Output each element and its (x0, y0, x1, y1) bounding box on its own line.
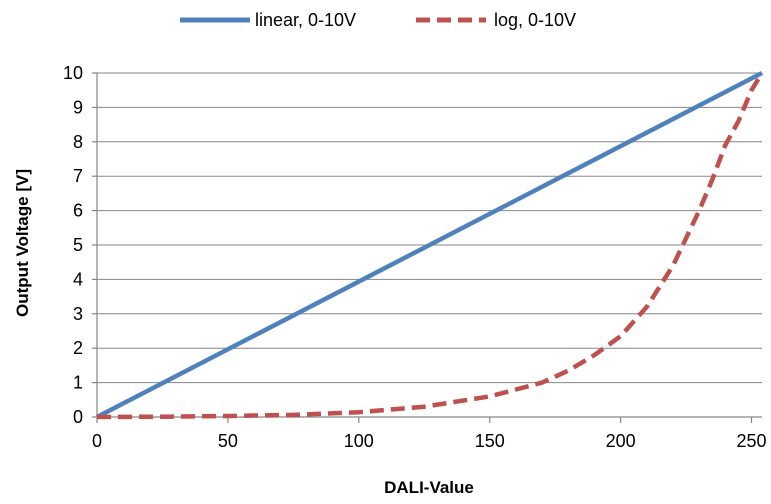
y-tick-label: 10 (63, 63, 83, 83)
x-axis-title: DALI-Value (384, 478, 474, 497)
legend-item-linear: linear, 0-10V (180, 10, 356, 30)
legend-label-linear: linear, 0-10V (255, 10, 356, 30)
y-tick-label: 7 (73, 166, 83, 186)
plot-area (95, 71, 764, 420)
x-tick-label: 150 (475, 431, 505, 451)
legend-label-log: log, 0-10V (494, 10, 576, 30)
gridlines (97, 72, 762, 384)
legend: linear, 0-10V log, 0-10V (180, 10, 576, 30)
x-tick-label: 100 (344, 431, 374, 451)
x-tick-label: 50 (218, 431, 238, 451)
y-tick-label: 6 (73, 201, 83, 221)
y-tick-label: 0 (73, 407, 83, 427)
y-tick-label: 8 (73, 132, 83, 152)
y-tick-label: 9 (73, 97, 83, 117)
y-axis-title: Output Voltage [V] (13, 169, 32, 317)
series-line-linear (95, 71, 764, 419)
x-tick-label: 200 (606, 431, 636, 451)
y-tick-labels: 0 1 2 3 4 5 6 7 8 9 10 (63, 63, 83, 427)
y-tick-label: 3 (73, 304, 83, 324)
y-tick-label: 2 (73, 338, 83, 358)
series-line-log (96, 71, 764, 420)
y-tick-label: 1 (73, 373, 83, 393)
y-tick-label: 4 (73, 269, 83, 289)
y-tick-label: 5 (73, 235, 83, 255)
x-tick-label: 0 (92, 431, 102, 451)
legend-item-log: log, 0-10V (416, 10, 576, 30)
x-tick-labels: 0 50 100 150 200 250 (92, 431, 767, 451)
x-tick-label: 250 (737, 431, 767, 451)
